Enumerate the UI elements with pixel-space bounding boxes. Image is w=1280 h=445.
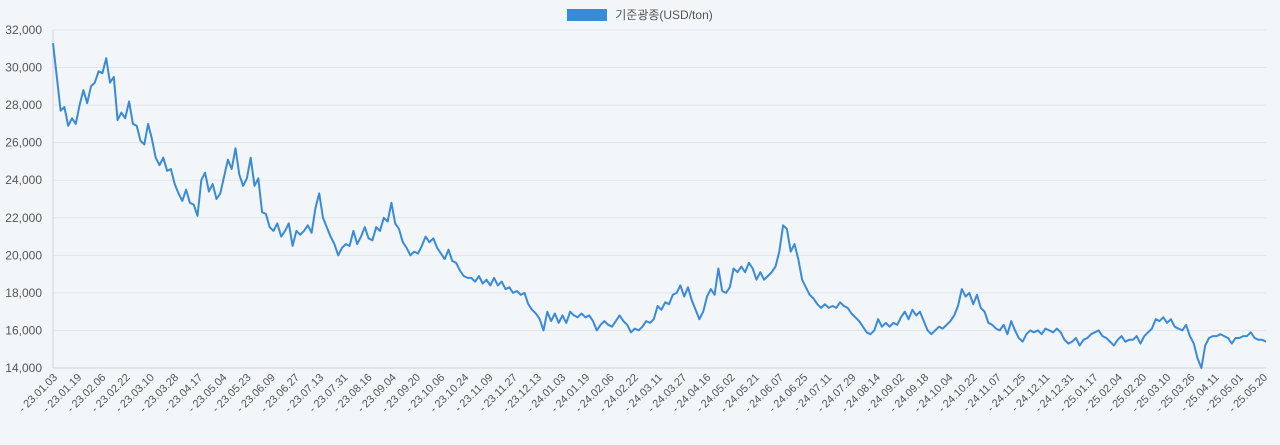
series-line[interactable] xyxy=(52,42,1267,369)
y-tick-label: 30,000 xyxy=(5,61,42,75)
legend-swatch-icon xyxy=(567,8,608,21)
legend-label: 기준광종(USD/ton) xyxy=(615,8,713,22)
y-tick-label: 24,000 xyxy=(5,173,42,187)
x-axis: - 23.01.03- 23.01.19- 23.02.06- 23.02.22… xyxy=(17,372,1271,416)
gridlines xyxy=(53,29,1266,369)
y-tick-label: 20,000 xyxy=(5,248,42,262)
y-tick-label: 28,000 xyxy=(5,98,42,112)
y-tick-label: 16,000 xyxy=(5,323,42,337)
legend[interactable]: 기준광종(USD/ton) xyxy=(0,6,1280,23)
y-tick-label: 18,000 xyxy=(5,286,42,300)
y-tick-label: 22,000 xyxy=(5,211,42,225)
y-tick-label: 32,000 xyxy=(5,23,42,37)
y-axis: 14,000 16,000 18,000 20,000 22,000 24,000 26,0… xyxy=(5,23,54,375)
y-tick-label: 14,000 xyxy=(5,361,42,375)
y-tick-label: 26,000 xyxy=(5,136,42,150)
